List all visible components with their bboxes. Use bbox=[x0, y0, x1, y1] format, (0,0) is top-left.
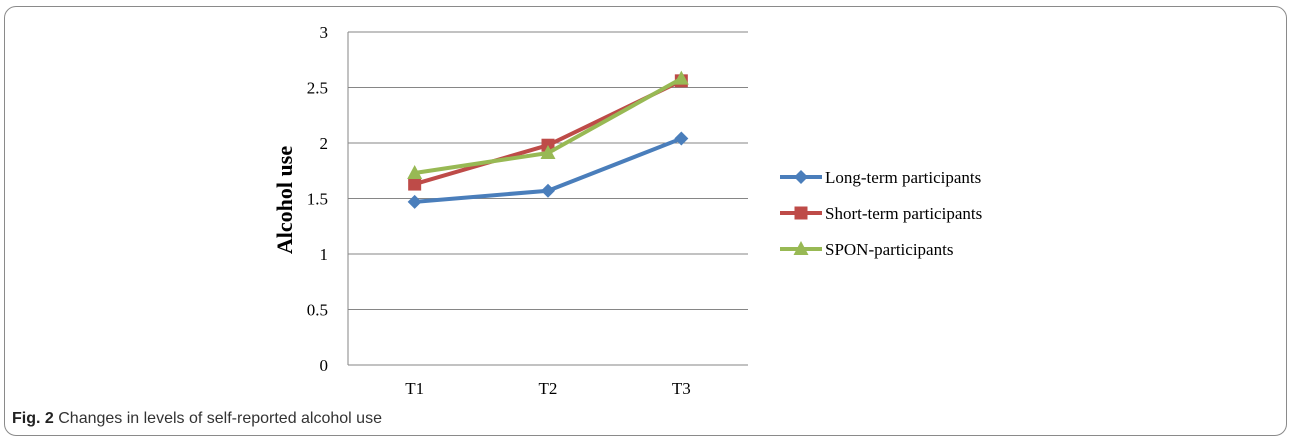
series-2 bbox=[408, 74, 688, 191]
data-point bbox=[541, 183, 555, 198]
series-1 bbox=[407, 131, 689, 209]
x-tick-label: T1 bbox=[405, 379, 424, 398]
legend-marker bbox=[794, 170, 808, 184]
x-tick-label: T3 bbox=[672, 379, 691, 398]
legend-marker bbox=[794, 206, 808, 220]
caption-text: Changes in levels of self-reported alcoh… bbox=[58, 410, 382, 427]
y-tick-label: 2 bbox=[320, 134, 329, 153]
y-tick-label: 1.5 bbox=[307, 190, 328, 209]
x-tick-labels: T1 T2 T3 bbox=[405, 379, 691, 398]
legend-label: Short-term participants bbox=[825, 204, 982, 223]
legend-item: SPON-participants bbox=[780, 240, 953, 259]
data-point bbox=[408, 177, 422, 191]
y-axis-label: Alcohol use bbox=[272, 146, 297, 254]
y-tick-label: 2.5 bbox=[307, 79, 328, 98]
figure-frame bbox=[4, 6, 1287, 436]
series-group bbox=[407, 70, 689, 209]
data-point bbox=[407, 194, 422, 209]
data-point bbox=[540, 144, 556, 159]
y-tick-labels: 0 0.5 1 1.5 2 2.5 3 bbox=[307, 23, 328, 375]
figure-number: Fig. 2 bbox=[12, 410, 54, 427]
legend: Long-term participants Short-term partici… bbox=[780, 168, 982, 259]
y-tick-label: 3 bbox=[320, 23, 329, 42]
legend-item: Short-term participants bbox=[780, 204, 982, 223]
figure-caption: Fig. 2 Changes in levels of self-reporte… bbox=[12, 410, 382, 428]
series-3 bbox=[407, 70, 689, 179]
data-point bbox=[407, 164, 423, 179]
legend-label: Long-term participants bbox=[825, 168, 981, 187]
legend-item: Long-term participants bbox=[780, 168, 981, 187]
legend-marker bbox=[793, 241, 809, 255]
gridlines bbox=[348, 31, 748, 310]
x-tick-label: T2 bbox=[539, 379, 558, 398]
y-tick-label: 0.5 bbox=[307, 301, 328, 320]
y-tick-label: 0 bbox=[320, 356, 329, 375]
data-point bbox=[673, 70, 689, 85]
y-tick-label: 1 bbox=[320, 245, 329, 264]
data-point bbox=[674, 131, 689, 146]
legend-label: SPON-participants bbox=[825, 240, 953, 259]
